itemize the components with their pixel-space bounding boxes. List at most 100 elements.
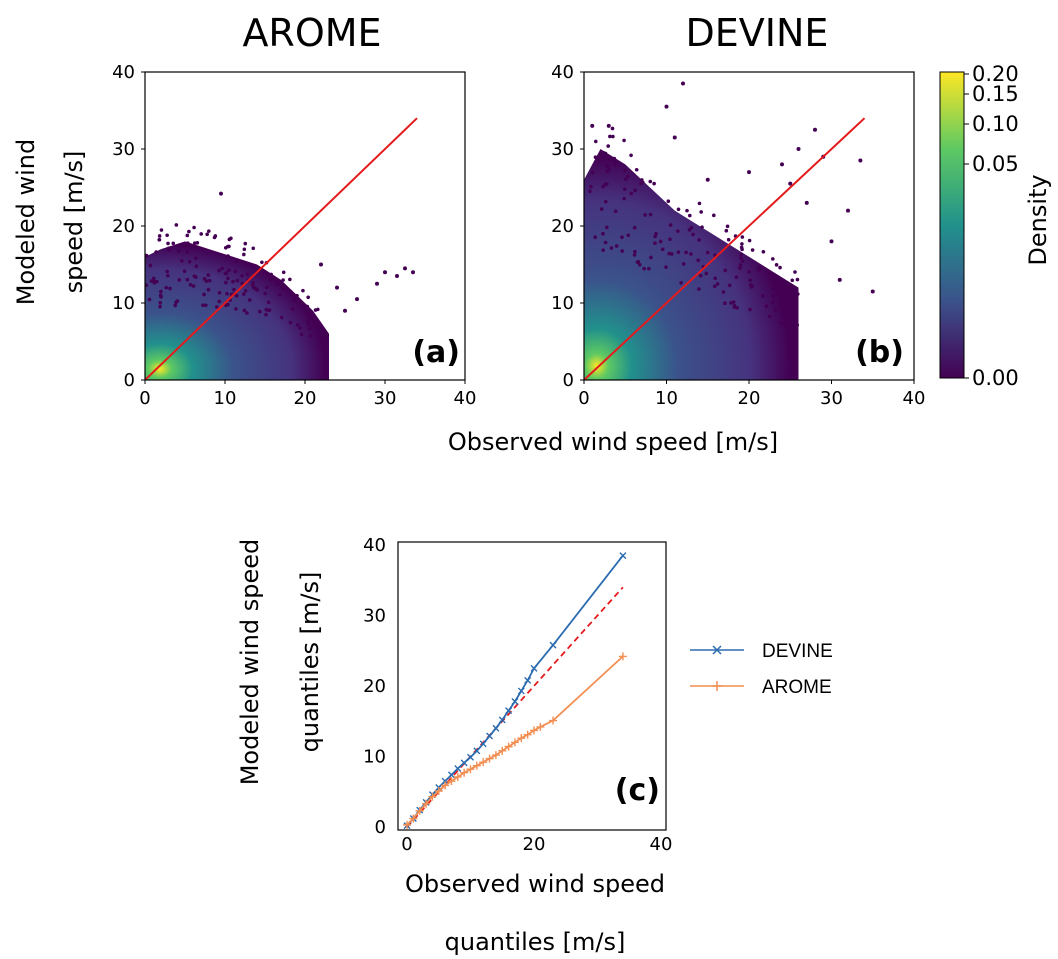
b-point bbox=[601, 248, 606, 252]
panel-c-ylabel-line2: quantiles [m/s] bbox=[296, 572, 324, 753]
b-point bbox=[729, 301, 733, 305]
panel-a-ticks: 0 10 20 30 40 0 10 20 30 40 bbox=[112, 62, 476, 409]
b-point bbox=[748, 307, 752, 312]
a-point bbox=[269, 272, 274, 277]
b-point bbox=[593, 155, 598, 160]
a-point bbox=[231, 279, 235, 284]
b-point bbox=[647, 266, 651, 271]
b-point bbox=[778, 283, 783, 288]
a-point bbox=[307, 313, 312, 318]
b-outlier-point bbox=[672, 135, 677, 140]
a-point bbox=[277, 292, 282, 297]
c-point-arome bbox=[485, 754, 494, 763]
a-point bbox=[192, 225, 196, 230]
b-point bbox=[795, 277, 800, 282]
panel-c-label: (c) bbox=[615, 773, 660, 808]
a-point bbox=[234, 307, 238, 311]
a-point bbox=[226, 254, 230, 258]
b-point bbox=[609, 246, 614, 250]
b-outlier-point bbox=[837, 277, 842, 282]
b-point bbox=[771, 257, 775, 261]
a-point bbox=[194, 264, 199, 269]
c-point-arome bbox=[434, 787, 443, 796]
colorbar-tick-label: 0.05 bbox=[972, 152, 1019, 176]
b-point bbox=[687, 228, 692, 232]
b-outlier-point bbox=[747, 170, 751, 175]
legend-label-devine: DEVINE bbox=[762, 641, 833, 662]
b-point bbox=[590, 170, 595, 175]
a-xtick-label: 30 bbox=[374, 388, 397, 409]
b-point bbox=[723, 301, 727, 305]
a-point bbox=[224, 280, 228, 285]
b-point bbox=[610, 126, 615, 131]
b-point bbox=[738, 263, 743, 267]
panel-c-frame bbox=[397, 541, 667, 831]
b-point bbox=[787, 291, 791, 295]
b-point bbox=[795, 323, 800, 327]
b-outlier-point bbox=[829, 239, 834, 244]
colorbar-tick-label: 0.00 bbox=[972, 366, 1019, 390]
c-point-devine bbox=[447, 771, 455, 779]
colorbar-label: Density bbox=[1024, 174, 1052, 265]
a-point bbox=[187, 229, 191, 234]
b-point bbox=[704, 271, 709, 276]
b-point bbox=[620, 249, 625, 253]
b-point bbox=[740, 259, 745, 263]
b-point bbox=[648, 212, 653, 217]
b-point bbox=[632, 225, 637, 230]
c-point-arome bbox=[530, 726, 538, 735]
b-point bbox=[679, 281, 683, 285]
b-point bbox=[639, 181, 643, 186]
a-point bbox=[245, 311, 249, 315]
b-point bbox=[622, 196, 626, 201]
panel-a-label: (a) bbox=[412, 335, 460, 370]
b-point bbox=[687, 213, 692, 218]
b-point bbox=[791, 325, 795, 329]
b-point bbox=[780, 321, 785, 326]
b-point bbox=[629, 191, 634, 196]
c-point-devine bbox=[467, 753, 474, 761]
a-point bbox=[217, 290, 222, 295]
a-point bbox=[174, 300, 178, 305]
colorbar-tick-label: 0.20 bbox=[972, 62, 1019, 86]
c-ytick-label: 10 bbox=[363, 747, 386, 768]
a-point bbox=[201, 303, 205, 308]
c-ytick-label: 0 bbox=[375, 817, 386, 838]
b-point bbox=[739, 256, 743, 260]
b-outlier-point bbox=[780, 162, 784, 167]
a-point bbox=[320, 326, 324, 331]
b-point bbox=[676, 207, 681, 212]
a-point bbox=[199, 232, 203, 236]
a-point bbox=[185, 250, 190, 255]
a-xtick-label: 20 bbox=[294, 388, 317, 409]
a-point bbox=[263, 291, 267, 296]
b-outlier-point bbox=[705, 177, 710, 182]
a-point bbox=[313, 308, 318, 312]
panel-c-xlabel-line1: Observed wind speed bbox=[405, 870, 665, 898]
a-outlier-point bbox=[403, 266, 407, 271]
a-point bbox=[180, 258, 184, 263]
b-point bbox=[684, 250, 688, 255]
a-point bbox=[308, 334, 313, 338]
b-point bbox=[660, 247, 665, 252]
c-point-devine bbox=[492, 724, 500, 732]
a-point bbox=[165, 269, 170, 274]
a-point bbox=[167, 247, 172, 252]
b-point bbox=[589, 184, 593, 189]
a-point bbox=[148, 263, 153, 268]
b-point bbox=[668, 223, 673, 227]
b-point bbox=[761, 294, 765, 298]
b-point bbox=[611, 134, 615, 139]
b-point bbox=[740, 235, 745, 239]
c-point-arome bbox=[472, 761, 481, 770]
c-point-devine bbox=[498, 716, 506, 724]
c-point-arome bbox=[498, 746, 507, 755]
c-point-devine bbox=[479, 740, 487, 748]
a-ytick-label: 30 bbox=[112, 139, 135, 160]
b-point bbox=[796, 292, 800, 296]
panel-b-ticks: 0 10 20 30 40 0 10 20 30 40 bbox=[551, 62, 925, 409]
b-point bbox=[691, 232, 695, 237]
a-point bbox=[241, 292, 246, 296]
a-point bbox=[192, 241, 197, 245]
b-point bbox=[652, 181, 656, 186]
